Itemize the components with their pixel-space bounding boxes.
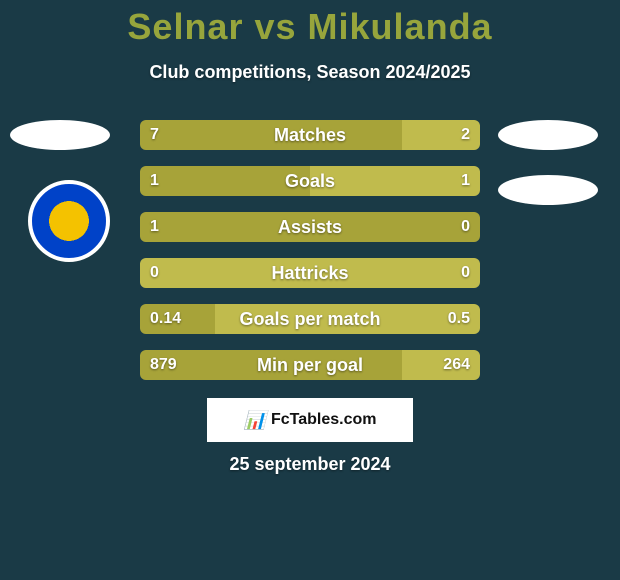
chart-icon: 📊 xyxy=(244,410,265,431)
page-title: Selnar vs Mikulanda xyxy=(0,0,620,48)
stat-row: Hattricks0 0 xyxy=(140,258,480,288)
stat-value-right: 2 xyxy=(461,120,470,150)
attribution-text: FcTables.com xyxy=(271,411,377,429)
attribution: 📊 FcTables.com xyxy=(207,398,413,442)
stat-row: Min per goal879 264 xyxy=(140,350,480,380)
player-right-placeholder-1 xyxy=(498,120,598,150)
stat-value-right: 0.5 xyxy=(448,304,470,334)
stat-row: Matches7 2 xyxy=(140,120,480,150)
stat-label: Min per goal xyxy=(140,350,480,380)
stat-value-left: 1 xyxy=(150,166,159,196)
stat-label: Assists xyxy=(140,212,480,242)
stat-rows: Matches72Goals11Assists10Hattricks00Goal… xyxy=(140,120,480,396)
title-player-left: Selnar xyxy=(127,6,243,47)
date-label: 25 september 2024 xyxy=(0,454,620,475)
stat-value-left: 1 xyxy=(150,212,159,242)
title-vs: vs xyxy=(254,6,296,47)
stat-label: Matches xyxy=(140,120,480,150)
player-right-placeholder-2 xyxy=(498,175,598,205)
stat-value-right: 264 xyxy=(443,350,470,380)
stat-row: Goals per match0.14 0.5 xyxy=(140,304,480,334)
stat-label: Goals per match xyxy=(140,304,480,334)
stat-value-right: 0 xyxy=(461,212,470,242)
stat-row: Assists1 0 xyxy=(140,212,480,242)
stat-value-left: 879 xyxy=(150,350,177,380)
stat-value-left: 0 xyxy=(150,258,159,288)
stat-label: Hattricks xyxy=(140,258,480,288)
stat-label: Goals xyxy=(140,166,480,196)
title-player-right: Mikulanda xyxy=(308,6,493,47)
club-badge-icon xyxy=(28,180,110,262)
player-left-placeholder xyxy=(10,120,110,150)
comparison-infographic: Selnar vs Mikulanda Club competitions, S… xyxy=(0,0,620,580)
stat-value-right: 0 xyxy=(461,258,470,288)
stat-value-left: 0.14 xyxy=(150,304,181,334)
stat-value-left: 7 xyxy=(150,120,159,150)
stat-row: Goals1 1 xyxy=(140,166,480,196)
stat-value-right: 1 xyxy=(461,166,470,196)
subtitle: Club competitions, Season 2024/2025 xyxy=(0,62,620,83)
